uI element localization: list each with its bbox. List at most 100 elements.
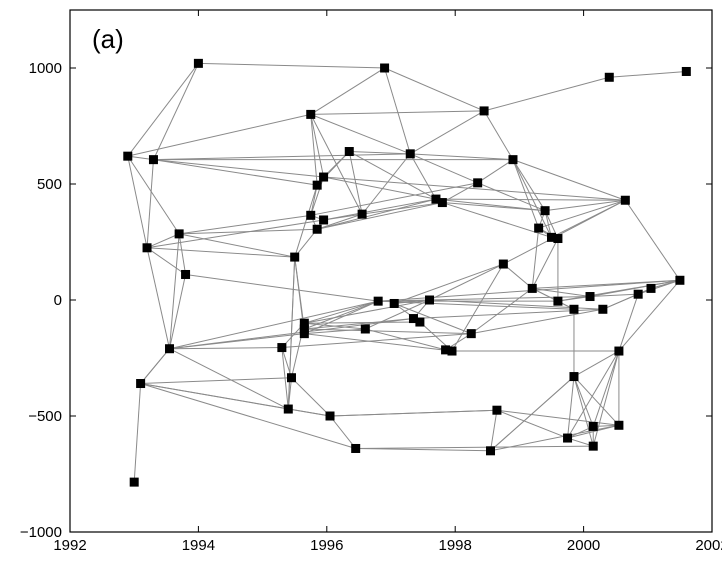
y-tick-label: −500 [28, 408, 62, 425]
network-node [479, 106, 489, 116]
panel-label: (a) [92, 24, 124, 54]
network-edge [490, 410, 498, 451]
x-tick-label: 1996 [310, 537, 343, 554]
network-node [486, 446, 496, 456]
network-node [553, 296, 563, 306]
x-tick-label: 2002 [695, 537, 722, 554]
network-edge [512, 159, 626, 201]
network-edge [146, 219, 324, 249]
network-node [585, 292, 595, 302]
network-edge [410, 110, 485, 155]
network-edge [127, 63, 199, 157]
network-edge [140, 377, 292, 385]
network-edge [179, 214, 311, 235]
network-edge [531, 228, 540, 289]
network-edge [592, 350, 620, 447]
network-node [306, 210, 316, 220]
network-node [646, 283, 656, 293]
network-edge [394, 303, 472, 335]
axes: 1992 1994 1996 1998 2000 2002 −1000 −500 0 500 100… [20, 9, 722, 554]
network-node [466, 329, 476, 339]
network-edge [618, 294, 639, 352]
network-edge [304, 321, 420, 324]
network-edge [602, 293, 639, 310]
network-edge [531, 238, 559, 289]
network-edge [304, 328, 366, 335]
network-node [547, 232, 556, 242]
network-edge [169, 300, 379, 350]
network-edge [538, 199, 626, 229]
network-edge [147, 247, 295, 258]
network-node [498, 259, 508, 269]
network-edge [394, 299, 430, 304]
network-edge [169, 233, 180, 349]
network-node [299, 329, 309, 339]
network-node [425, 295, 435, 305]
network-edge [127, 113, 311, 157]
network-edge [567, 350, 620, 439]
network-node [408, 314, 418, 324]
network-edge [127, 155, 180, 235]
network-edge [153, 63, 199, 160]
network-node [415, 317, 425, 327]
network-node [165, 344, 175, 354]
network-edge [317, 198, 437, 230]
y-tick-label: −1000 [20, 524, 62, 541]
network-node [299, 318, 309, 328]
network-edge [304, 328, 472, 335]
network-edge [317, 213, 363, 230]
network-edge [291, 377, 331, 417]
network-edge [477, 159, 514, 184]
network-edge [133, 383, 142, 483]
network-edge [323, 213, 363, 221]
network-edge [442, 202, 552, 238]
network-edge [545, 199, 626, 212]
plot-frame [69, 9, 713, 533]
network-edge [140, 383, 356, 449]
network-node [614, 420, 624, 430]
network-node [283, 404, 293, 414]
network-edge [153, 159, 318, 186]
network-node [405, 149, 415, 159]
network-edge [557, 279, 680, 302]
x-tick-label: 2000 [567, 537, 600, 554]
network-edge [146, 159, 154, 248]
network-edge [140, 348, 170, 384]
network-edge [470, 287, 533, 335]
network-edge [384, 67, 485, 112]
network-edge [573, 376, 594, 447]
network-node [136, 379, 146, 389]
network-edge [294, 257, 305, 330]
network-edge [512, 159, 552, 238]
network-edge [323, 176, 437, 200]
network-edge [573, 350, 620, 377]
network-edge [378, 300, 574, 310]
network-edge [490, 376, 575, 452]
y-tick-label: 0 [54, 292, 62, 309]
network-node [373, 296, 383, 306]
network-edge [146, 233, 180, 249]
network-edge [304, 300, 379, 324]
network-edge [169, 348, 289, 410]
edge-layer [127, 62, 687, 483]
network-node [441, 345, 451, 355]
network-node [129, 477, 139, 487]
network-edge [304, 299, 430, 324]
network-node [473, 178, 483, 188]
network-node [123, 151, 133, 161]
network-node [569, 372, 579, 382]
network-edge [310, 114, 318, 186]
network-edge [557, 296, 591, 302]
network-edge [442, 202, 546, 212]
network-node [492, 405, 502, 415]
network-edge [451, 263, 504, 352]
network-edge [483, 110, 514, 160]
network-node [325, 411, 335, 421]
network-edge [618, 279, 681, 352]
x-tick-label: 1994 [182, 537, 215, 554]
network-edge [410, 153, 478, 184]
network-edge [323, 176, 626, 201]
network-edge [573, 376, 594, 427]
network-node [447, 346, 457, 356]
network-node [174, 229, 184, 239]
